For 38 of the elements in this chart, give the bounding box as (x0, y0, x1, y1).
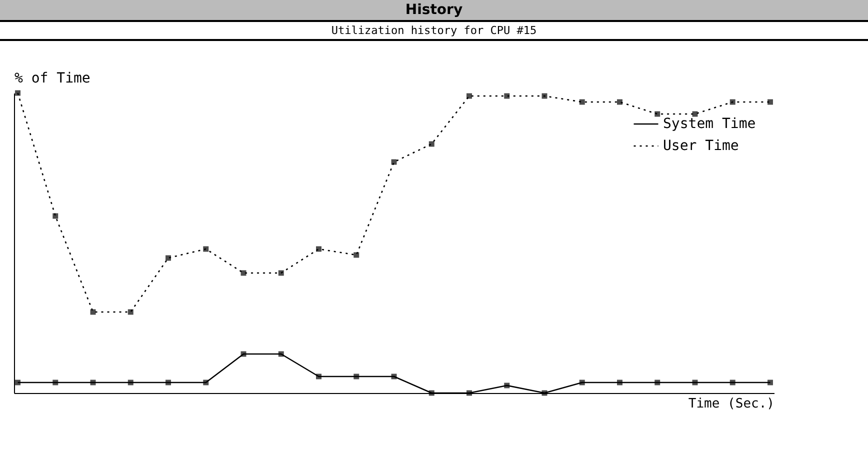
point (203, 246, 209, 252)
point (617, 99, 622, 105)
point (278, 270, 284, 276)
point (166, 380, 171, 386)
point (768, 380, 773, 386)
point (654, 380, 660, 386)
y-axis-title: % of Time (14, 70, 90, 86)
point (354, 374, 360, 380)
point (617, 380, 622, 386)
point (316, 374, 322, 380)
point (579, 380, 585, 386)
point (166, 255, 171, 261)
point (504, 382, 510, 388)
legend-label: User Time (663, 138, 739, 154)
point (203, 380, 209, 386)
point (466, 390, 472, 396)
point (52, 380, 58, 386)
point (354, 252, 360, 258)
point (768, 99, 773, 105)
point (52, 213, 58, 219)
chart-title: History (0, 0, 868, 22)
point (730, 380, 736, 386)
point (128, 309, 134, 315)
x-axis-title: Time (Sec.) (688, 396, 774, 412)
point (654, 111, 660, 117)
point (504, 93, 510, 99)
chart-subtitle: Utilization history for CPU #15 (0, 22, 868, 41)
point (128, 380, 134, 386)
point (316, 246, 322, 252)
point (278, 351, 284, 357)
legend-label: System Time (663, 116, 756, 132)
point (428, 390, 434, 396)
point (428, 141, 434, 147)
point (579, 99, 585, 105)
point (15, 90, 20, 96)
point (15, 380, 20, 386)
point (466, 93, 472, 99)
point (730, 99, 736, 105)
